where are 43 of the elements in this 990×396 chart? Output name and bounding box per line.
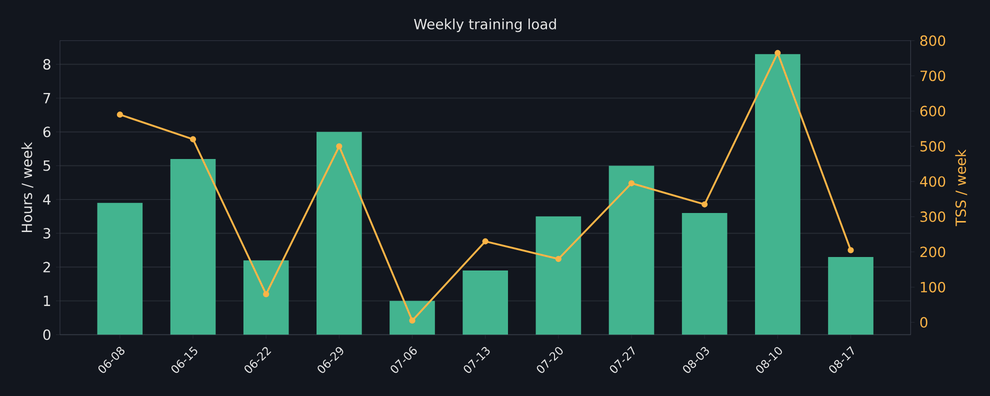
bar	[682, 213, 728, 335]
point	[263, 291, 270, 298]
point	[409, 318, 416, 324]
bar	[243, 260, 289, 335]
y-tick-label: 5	[43, 160, 50, 171]
chart-title: Weekly training load	[414, 18, 556, 32]
y2-tick-label: 200	[920, 246, 946, 258]
y2-axis-title: TSS / week	[955, 149, 968, 226]
y-tick-label: 4	[43, 194, 51, 205]
bar	[828, 256, 874, 335]
y2-tick-label: 700	[920, 70, 946, 82]
y2-tick-label: 400	[920, 176, 946, 187]
y-tick-label: 0	[43, 329, 50, 340]
y-tick-label: 8	[43, 59, 50, 70]
bar	[390, 300, 435, 335]
bar	[536, 216, 582, 335]
y-tick-label: 2	[43, 262, 50, 272]
point	[702, 201, 708, 208]
y-tick-label: 1	[44, 296, 50, 306]
y2-tick-label: 300	[920, 211, 946, 222]
y2-tick-label: 500	[920, 140, 946, 152]
bar	[462, 270, 508, 335]
y-tick-label: 6	[43, 126, 50, 138]
bar	[608, 166, 654, 335]
bar	[316, 132, 362, 335]
point	[190, 136, 196, 142]
point	[482, 238, 488, 244]
bar	[170, 158, 216, 335]
bar	[755, 54, 800, 335]
point	[555, 256, 562, 262]
point	[774, 50, 781, 56]
point	[336, 143, 342, 150]
y-tick-label: 3	[43, 228, 50, 239]
bar	[97, 202, 143, 335]
point	[848, 247, 854, 254]
y-axis-title: Hours / week	[21, 142, 34, 232]
y-tick-label: 7	[44, 93, 50, 104]
y2-tick-label: 600	[920, 106, 946, 116]
y2-tick-label: 0	[920, 317, 928, 328]
y2-tick-label: 100	[920, 282, 946, 292]
point	[116, 112, 123, 118]
y2-tick-label: 800	[920, 35, 946, 46]
point	[628, 180, 635, 186]
